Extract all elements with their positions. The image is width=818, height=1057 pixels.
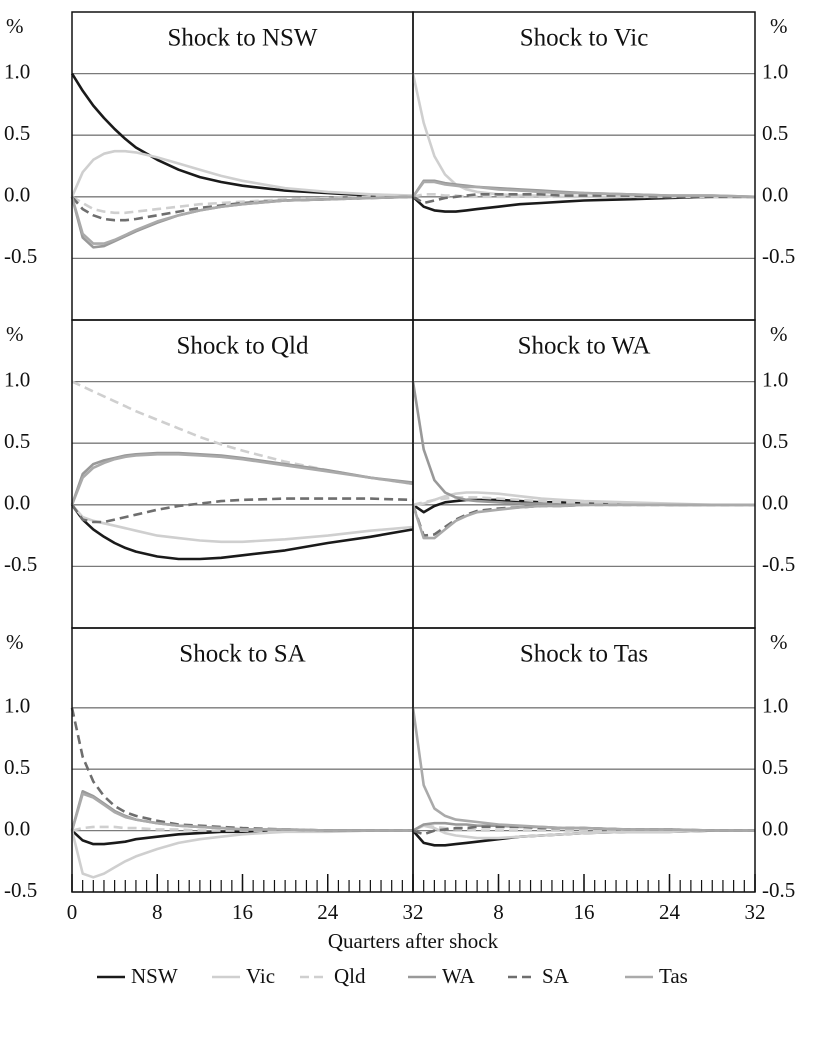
series-line <box>71 829 413 846</box>
y-tick-label: 1.0 <box>762 694 788 718</box>
legend-label: SA <box>542 964 570 988</box>
y-tick-label: 1.0 <box>762 59 788 83</box>
legend-label: Tas <box>659 964 688 988</box>
x-tick-label: 32 <box>745 900 766 924</box>
y-tick-label: 1.0 <box>762 367 788 391</box>
y-tick-label: 0.0 <box>4 183 30 207</box>
x-axis-label: Quarters after shock <box>328 929 499 953</box>
y-tick-label: 0.5 <box>762 755 788 779</box>
y-tick-label: 1.0 <box>4 59 30 83</box>
series-line <box>411 503 755 540</box>
series-line <box>70 149 414 198</box>
legend-label: WA <box>442 964 475 988</box>
series-line <box>412 193 755 205</box>
series-line <box>70 453 414 506</box>
series-line <box>412 823 755 832</box>
x-tick-label: 32 <box>403 900 424 924</box>
series-line <box>70 72 414 199</box>
series-line <box>412 824 755 840</box>
x-tick-label: 8 <box>493 900 504 924</box>
x-tick-label: 0 <box>67 900 78 924</box>
panel-frame <box>412 627 756 893</box>
x-tick-label: 16 <box>232 900 253 924</box>
series-line <box>71 380 414 486</box>
y-axis-unit: % <box>770 14 788 38</box>
panel-title: Shock to NSW <box>168 25 318 52</box>
series-line <box>411 503 755 537</box>
series-line <box>70 829 413 879</box>
y-tick-label: 0.5 <box>762 429 788 453</box>
series-line <box>70 451 414 506</box>
y-axis-unit: % <box>770 322 788 346</box>
series-line <box>411 707 755 832</box>
y-tick-label: 1.0 <box>4 694 30 718</box>
legend-label: Qld <box>334 964 366 988</box>
series-line <box>70 195 414 245</box>
series-line <box>70 707 413 832</box>
series-line <box>411 180 756 199</box>
y-axis-unit: % <box>6 322 24 346</box>
x-tick-label: 24 <box>317 900 339 924</box>
x-tick-label: 24 <box>659 900 681 924</box>
panel-frame <box>71 319 414 629</box>
series-line <box>70 497 414 524</box>
y-axis-unit: % <box>770 630 788 654</box>
series-line <box>71 503 414 544</box>
panel-frame <box>412 11 756 321</box>
panel-frame <box>71 11 414 321</box>
panel-frame <box>412 319 756 629</box>
series-line <box>71 195 414 222</box>
y-tick-label: 0.0 <box>762 816 788 840</box>
y-tick-label: 0.5 <box>4 121 30 145</box>
panel-title: Shock to Vic <box>520 25 649 52</box>
x-tick-label: 16 <box>574 900 595 924</box>
y-axis-unit: % <box>6 14 24 38</box>
y-tick-label: 0.0 <box>4 816 30 840</box>
y-tick-label: -0.5 <box>762 244 795 268</box>
y-tick-label: -0.5 <box>4 244 37 268</box>
y-tick-label: -0.5 <box>762 878 795 902</box>
legend-label: Vic <box>246 964 275 988</box>
panel-title: Shock to Tas <box>520 641 648 668</box>
y-tick-label: -0.5 <box>4 878 37 902</box>
legend-label: NSW <box>131 964 178 988</box>
panel-title: Shock to Qld <box>177 333 309 360</box>
x-tick-label: 8 <box>152 900 163 924</box>
y-tick-label: -0.5 <box>762 552 795 576</box>
y-tick-label: 0.5 <box>4 755 30 779</box>
y-tick-label: 1.0 <box>4 367 30 391</box>
series-line <box>70 792 413 832</box>
y-axis-unit: % <box>6 630 24 654</box>
panel-title: Shock to WA <box>518 333 651 360</box>
y-tick-label: 0.0 <box>4 491 30 515</box>
series-line <box>412 491 755 507</box>
series-line <box>412 825 755 836</box>
y-tick-label: -0.5 <box>4 552 37 576</box>
y-tick-label: 0.0 <box>762 183 788 207</box>
y-tick-label: 0.0 <box>762 491 788 515</box>
series-line <box>412 195 755 213</box>
series-line <box>70 504 414 561</box>
y-tick-label: 0.5 <box>4 429 30 453</box>
panel-title: Shock to SA <box>179 641 305 668</box>
y-tick-label: 0.5 <box>762 121 788 145</box>
